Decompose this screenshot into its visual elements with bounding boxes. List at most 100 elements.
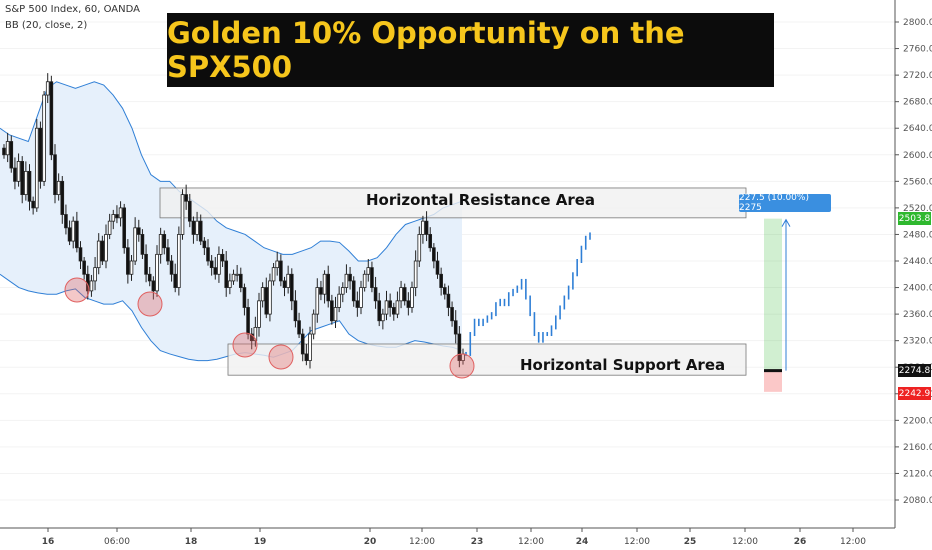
candle [162, 230, 167, 255]
resistance-zone [159, 187, 747, 219]
candle [399, 280, 403, 309]
candle [100, 235, 105, 265]
candle-up [410, 287, 414, 308]
candle [118, 201, 123, 227]
stop-box [764, 370, 782, 392]
candle-up [366, 267, 371, 275]
candle-up [337, 293, 341, 308]
candle-up [399, 287, 403, 302]
candle-up [104, 234, 108, 262]
candle [421, 215, 425, 244]
candle [53, 144, 57, 204]
candle-up [381, 313, 385, 322]
candle-down [147, 273, 152, 282]
candle-up [421, 220, 425, 235]
candle [224, 251, 229, 297]
candle-down [319, 287, 323, 295]
candle [319, 280, 323, 301]
candle [173, 263, 178, 293]
candle [169, 255, 174, 282]
candle [82, 257, 86, 280]
candle-up [344, 273, 349, 288]
candle [242, 283, 247, 316]
candle [191, 216, 196, 244]
candle-up [308, 333, 312, 361]
price-tick-label: 2680.0 [903, 98, 932, 108]
candle [16, 153, 21, 187]
price-tick-label: 2760.0 [903, 45, 932, 55]
candle [388, 293, 392, 317]
candle [2, 144, 6, 159]
candle-up [158, 234, 163, 255]
candle-up [42, 94, 46, 182]
candle [31, 196, 35, 215]
candle [202, 237, 207, 256]
candle-down [2, 147, 6, 156]
price-tick-label: 2320.0 [903, 337, 932, 347]
candle [166, 239, 170, 265]
candle [104, 224, 108, 269]
candle [322, 270, 327, 304]
candle [177, 226, 181, 296]
price-tick-label: 2360.0 [903, 310, 932, 320]
candle [13, 157, 17, 190]
candle-down [202, 240, 207, 249]
candle [89, 274, 94, 297]
candle-down [100, 240, 105, 262]
candle [140, 229, 145, 260]
candle-up [217, 253, 221, 275]
candles [2, 73, 465, 369]
candle-down [126, 247, 130, 275]
candle-up [96, 240, 101, 269]
candle-down [304, 353, 309, 361]
candle [304, 343, 309, 366]
candle [56, 173, 61, 201]
candle-up [5, 141, 10, 156]
horizontal-zones [159, 187, 747, 376]
candle [151, 276, 156, 300]
time-tick-label: 25 [684, 537, 697, 547]
candle [406, 292, 411, 316]
chart-title: Golden 10% Opportunity on the SPX500 [167, 13, 774, 87]
candle-down [351, 280, 356, 302]
measure-arrow-head [781, 218, 791, 227]
candle [311, 309, 316, 340]
candle-up [311, 313, 316, 335]
candle [424, 211, 429, 242]
candle-down [453, 320, 458, 335]
candle-down [297, 320, 301, 335]
candle [340, 282, 345, 303]
candle-down [402, 287, 407, 302]
candle-down [326, 273, 331, 302]
candle-down [60, 180, 65, 215]
candle [308, 326, 312, 369]
candle-up [257, 300, 261, 328]
candle [111, 209, 116, 230]
candle [297, 312, 301, 339]
candle [289, 268, 294, 311]
candle [71, 216, 76, 249]
price-axis: 2080.02120.02160.02200.02240.02280.02320… [894, 0, 932, 528]
candle [381, 308, 385, 330]
candle-down [249, 333, 254, 342]
candle [275, 251, 280, 276]
candle [147, 266, 152, 287]
candle [5, 132, 10, 163]
projection-path [465, 232, 591, 356]
candle-up [111, 214, 116, 222]
time-tick-label: 12:00 [840, 537, 866, 547]
candle-up [118, 207, 123, 219]
candle-down [289, 273, 294, 302]
candle-down [457, 333, 462, 361]
candle [34, 118, 39, 212]
candle-down [184, 194, 188, 202]
candle-up [93, 267, 97, 282]
price-tick-label: 2640.0 [903, 124, 932, 134]
candle-up [268, 280, 272, 315]
low-marker-circle [137, 291, 163, 317]
candle-down [136, 227, 141, 235]
candle-down [242, 287, 247, 308]
candle [122, 203, 127, 254]
candle-down [82, 260, 86, 275]
